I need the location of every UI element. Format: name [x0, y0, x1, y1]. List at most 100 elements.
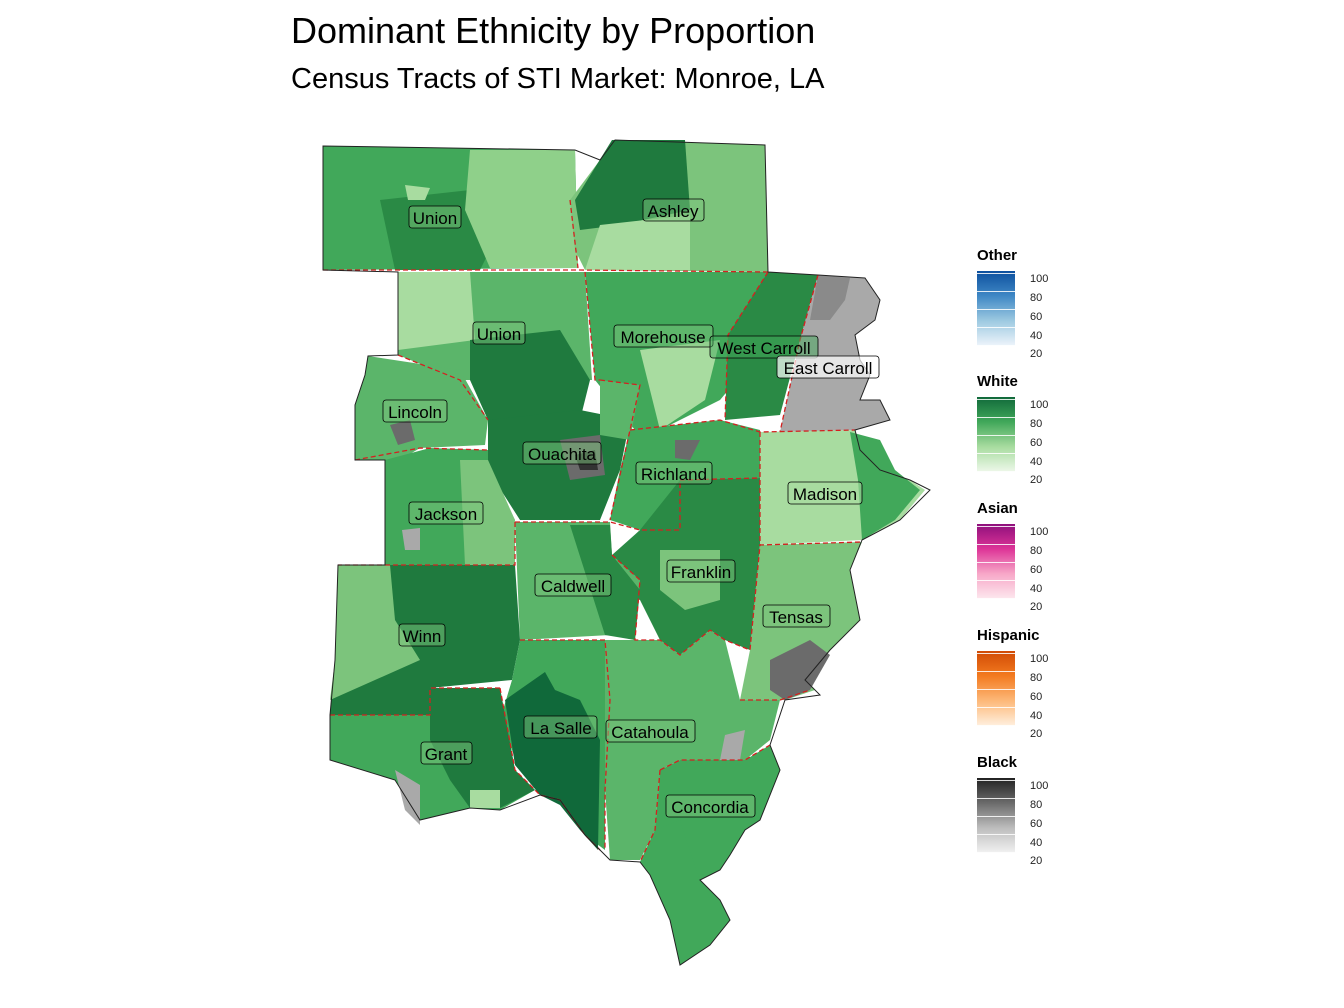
county-label-text: Tensas: [769, 608, 823, 627]
legend-tick: 20: [1030, 601, 1043, 613]
legend-asian: Asian 100 80 60 40 20: [977, 500, 1097, 613]
county-label-text: Caldwell: [541, 577, 605, 596]
tract: [405, 185, 430, 200]
county-border: [659, 744, 771, 771]
legend-title: Asian: [977, 500, 1018, 517]
legend-white: White 100 80 60 40 20: [977, 373, 1097, 486]
legend-tick: 60: [1030, 311, 1043, 323]
county-label-concordia: Concordia: [665, 794, 756, 818]
county-label-text: Jackson: [415, 505, 477, 524]
county-border: [629, 419, 856, 433]
county-label-lincoln: Lincoln: [382, 399, 448, 423]
tract: [640, 340, 720, 430]
county-label-text: Richland: [641, 465, 707, 484]
tract-fills: [323, 140, 925, 965]
county-border: [338, 522, 516, 566]
legend-tick: 100: [1030, 526, 1049, 538]
county-label-union-ar: Union: [408, 205, 462, 229]
map-title: Dominant Ethnicity by Proportion: [291, 10, 816, 51]
tract: [850, 432, 920, 540]
county-labels: Union Ashley Union Morehouse West Carrol…: [382, 198, 880, 818]
legend-tick: 80: [1030, 672, 1043, 684]
county-label-text: Winn: [403, 627, 442, 646]
map-subtitle: Census Tracts of STI Market: Monroe, LA: [291, 63, 825, 95]
tract: [470, 330, 590, 420]
county-label-winn: Winn: [398, 623, 446, 647]
legend-black: Black 100 80 60 40 20: [977, 754, 1097, 867]
tract: [585, 215, 690, 270]
county-label-ouachita: Ouachita: [522, 441, 602, 465]
legend-title: Hispanic: [977, 627, 1040, 644]
legend-tick: 60: [1030, 818, 1043, 830]
legend-tick: 100: [1030, 399, 1049, 411]
tract: [720, 730, 745, 760]
county-label-la-salle: La Salle: [523, 715, 598, 739]
county-border: [639, 769, 661, 863]
county-label-union-la: Union: [472, 321, 526, 345]
county-label-caldwell: Caldwell: [534, 573, 612, 597]
legend-other: Other 100 80 60 40 20: [977, 247, 1097, 360]
county-label-text: Madison: [793, 485, 857, 504]
legend-tick: 60: [1030, 564, 1043, 576]
legend-hispanic: Hispanic 100 80 60 40 20: [977, 627, 1097, 740]
legend-title: Black: [977, 754, 1018, 771]
county-border: [679, 477, 761, 481]
county-label-east-carroll: East Carroll: [776, 355, 880, 379]
tract: [470, 790, 500, 808]
legend-tick: 60: [1030, 691, 1043, 703]
legend-tick: 100: [1030, 273, 1049, 285]
legend-tick: 20: [1030, 855, 1043, 867]
county-border: [330, 687, 500, 716]
legend-tick: 80: [1030, 545, 1043, 557]
county-label-west-carroll: West Carroll: [709, 335, 819, 359]
county-label-grant: Grant: [420, 741, 473, 765]
county-label-text: Concordia: [671, 798, 749, 817]
county-border: [520, 639, 611, 850]
county-label-jackson: Jackson: [408, 501, 484, 525]
county-label-ashley: Ashley: [642, 198, 705, 222]
tract: [605, 630, 780, 860]
county-label-richland: Richland: [635, 461, 713, 485]
legend-title: Other: [977, 247, 1018, 264]
county-border: [724, 271, 769, 421]
legend-colorbar: [977, 397, 1015, 472]
county-border: [584, 271, 600, 381]
county-borders: [323, 199, 863, 863]
legend-colorbar: [977, 651, 1015, 726]
county-border: [397, 354, 489, 421]
county-label-catahoula: Catahoula: [605, 719, 696, 743]
county-label-text: Lincoln: [388, 403, 442, 422]
tract: [600, 380, 640, 440]
tract: [390, 420, 415, 445]
county-label-text: Ouachita: [528, 445, 597, 464]
legend-tick: 20: [1030, 728, 1043, 740]
legend-colorbar: [977, 778, 1015, 853]
county-border: [740, 689, 811, 701]
county-label-text: West Carroll: [717, 339, 810, 358]
county-border: [323, 269, 769, 273]
county-label-text: Ashley: [647, 202, 699, 221]
legend-tick: 100: [1030, 653, 1049, 665]
legend-tick: 40: [1030, 837, 1043, 849]
legend-tick: 40: [1030, 330, 1043, 342]
tract: [398, 272, 475, 350]
tract: [675, 440, 700, 460]
tract: [395, 770, 420, 825]
legend-tick: 20: [1030, 348, 1043, 360]
tract: [460, 460, 515, 565]
legend-tick: 80: [1030, 292, 1043, 304]
tract: [330, 565, 420, 700]
county-border: [569, 199, 579, 269]
legend-title: White: [977, 373, 1018, 390]
legend-tick: 60: [1030, 437, 1043, 449]
county-label-morehouse: Morehouse: [613, 324, 714, 348]
county-label-text: Union: [413, 209, 457, 228]
county-label-text: Catahoula: [611, 723, 689, 742]
legend-tick: 80: [1030, 799, 1043, 811]
county-border: [611, 544, 761, 656]
county-label-text: Union: [477, 325, 521, 344]
tract: [402, 528, 420, 550]
county-label-text: Franklin: [671, 563, 731, 582]
legend-colorbar: [977, 524, 1015, 599]
